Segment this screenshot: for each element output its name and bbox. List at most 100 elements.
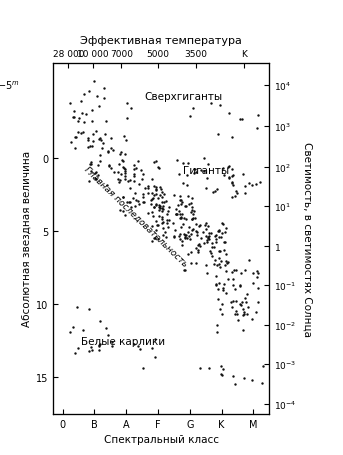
Point — [171, 233, 177, 240]
Point — [192, 207, 197, 215]
Point — [250, 316, 255, 323]
Point — [234, 307, 239, 314]
Point — [153, 184, 158, 191]
Point — [155, 236, 161, 243]
Point — [218, 258, 224, 265]
Point — [176, 233, 181, 240]
Point — [215, 228, 221, 236]
Point — [152, 204, 157, 212]
Point — [214, 273, 219, 280]
Point — [80, 326, 85, 334]
Point — [242, 183, 248, 191]
Point — [237, 281, 243, 288]
Point — [86, 306, 92, 313]
Point — [123, 137, 129, 144]
Point — [171, 233, 177, 241]
Point — [90, 107, 95, 115]
Point — [132, 178, 137, 186]
Point — [255, 298, 261, 306]
Point — [206, 364, 211, 372]
Point — [81, 119, 86, 126]
Point — [120, 207, 126, 215]
Point — [153, 201, 159, 208]
Point — [122, 173, 128, 181]
Point — [249, 182, 255, 189]
Point — [230, 276, 235, 283]
Point — [179, 242, 185, 249]
Point — [128, 105, 134, 112]
Point — [183, 202, 188, 210]
Text: Главная последовательность: Главная последовательность — [82, 165, 189, 269]
Point — [124, 100, 129, 107]
Point — [135, 342, 140, 349]
Point — [198, 235, 203, 243]
Point — [217, 306, 222, 313]
Point — [216, 260, 222, 268]
Point — [120, 164, 126, 171]
Point — [121, 133, 127, 140]
Point — [75, 345, 81, 352]
Point — [164, 220, 169, 227]
Point — [193, 228, 199, 235]
Point — [122, 212, 128, 219]
Point — [234, 190, 240, 197]
Point — [244, 291, 250, 298]
Point — [241, 311, 246, 318]
Point — [230, 179, 235, 186]
Point — [119, 149, 124, 157]
Point — [136, 181, 142, 188]
Point — [105, 149, 110, 157]
Point — [209, 230, 214, 238]
Point — [150, 196, 155, 203]
Point — [240, 306, 246, 313]
Point — [136, 201, 142, 208]
Point — [165, 217, 170, 224]
Point — [132, 190, 137, 197]
Point — [98, 137, 103, 145]
Point — [130, 195, 135, 202]
Point — [127, 177, 133, 184]
Point — [214, 329, 220, 336]
Point — [162, 229, 168, 236]
Point — [201, 168, 207, 175]
Point — [159, 208, 165, 215]
Point — [241, 374, 247, 382]
Point — [161, 225, 166, 232]
Point — [161, 203, 166, 210]
Point — [225, 258, 230, 266]
Point — [181, 221, 186, 228]
Point — [102, 85, 107, 92]
Point — [205, 235, 211, 242]
Point — [138, 167, 144, 175]
Point — [242, 295, 247, 302]
Point — [166, 217, 172, 224]
Point — [240, 326, 245, 334]
Point — [156, 204, 162, 212]
Point — [226, 175, 232, 182]
Text: Гиганты: Гиганты — [182, 165, 229, 175]
Point — [195, 247, 201, 254]
Point — [204, 270, 210, 278]
Point — [215, 286, 221, 293]
Point — [200, 228, 205, 236]
Point — [111, 147, 116, 154]
Point — [152, 204, 157, 212]
Point — [198, 243, 203, 250]
Point — [215, 131, 221, 138]
Point — [98, 341, 103, 348]
Point — [215, 186, 220, 193]
Point — [153, 218, 158, 225]
Point — [218, 102, 223, 109]
Point — [117, 152, 122, 159]
Point — [116, 161, 121, 168]
Point — [100, 140, 106, 147]
Point — [206, 233, 212, 240]
Point — [187, 201, 192, 208]
Point — [197, 223, 202, 231]
Point — [250, 279, 256, 287]
Point — [137, 345, 143, 353]
Point — [185, 235, 190, 242]
Point — [131, 162, 137, 169]
Point — [71, 114, 77, 121]
Point — [235, 317, 240, 324]
